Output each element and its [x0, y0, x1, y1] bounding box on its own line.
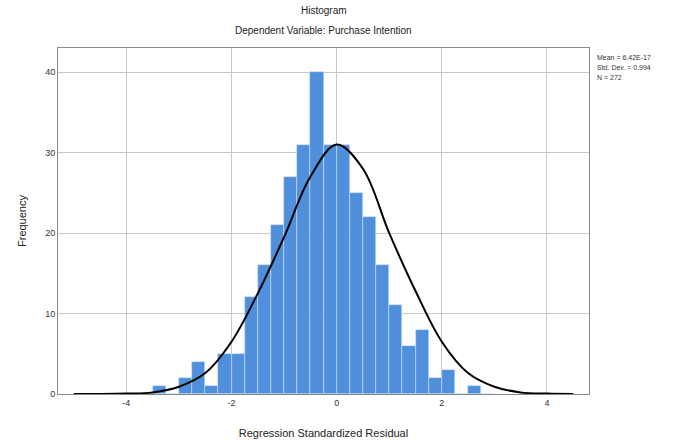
svg-text:0: 0	[334, 398, 339, 408]
svg-text:N = 272: N = 272	[597, 74, 622, 81]
svg-text:40: 40	[45, 67, 55, 77]
svg-text:10: 10	[45, 309, 55, 319]
svg-text:4: 4	[544, 398, 549, 408]
svg-text:0: 0	[50, 389, 55, 399]
svg-text:Std. Dev. = 0.994: Std. Dev. = 0.994	[597, 64, 651, 71]
svg-text:-4: -4	[122, 398, 130, 408]
svg-text:Mean = 6.42E-17: Mean = 6.42E-17	[597, 54, 651, 61]
svg-text:Dependent Variable: Purchase I: Dependent Variable: Purchase Intention	[235, 25, 412, 36]
svg-text:Histogram: Histogram	[301, 5, 347, 16]
svg-text:30: 30	[45, 148, 55, 158]
svg-text:-2: -2	[227, 398, 235, 408]
svg-text:Frequency: Frequency	[16, 195, 28, 247]
svg-text:2: 2	[439, 398, 444, 408]
svg-text:20: 20	[45, 228, 55, 238]
svg-text:Regression Standardized Residu: Regression Standardized Residual	[239, 427, 408, 439]
